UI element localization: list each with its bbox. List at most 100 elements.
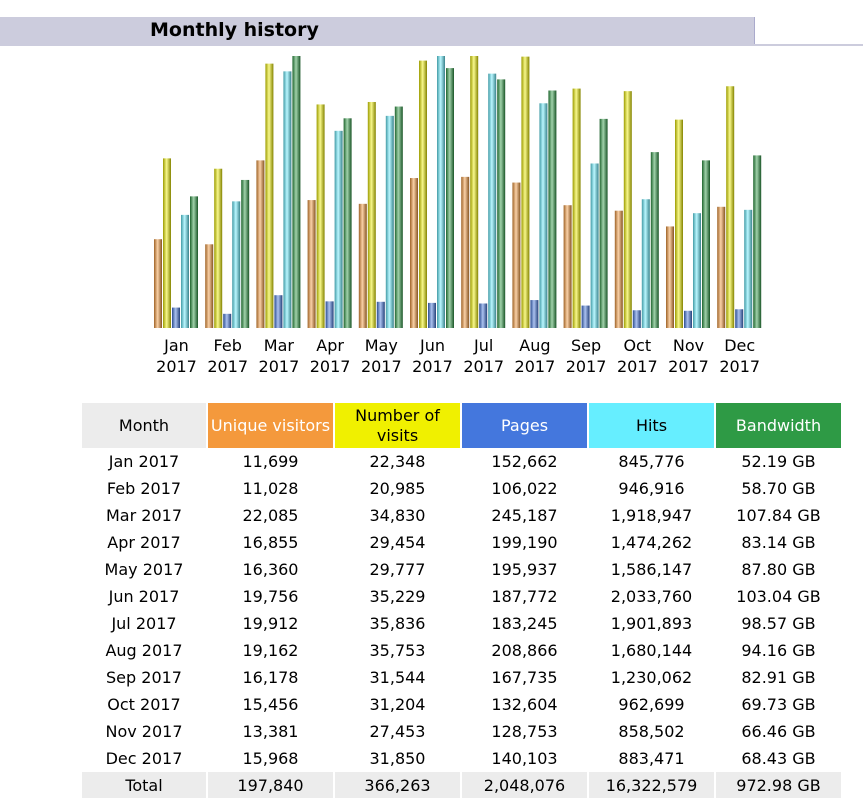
cell-number-of-visits: 31,204 — [369, 695, 426, 714]
bar-number-of-visits-may — [367, 101, 376, 328]
total-month: Total — [82, 772, 206, 798]
bar-bandwidth-jun — [446, 68, 454, 329]
bar-number-of-visits-sep — [572, 88, 581, 329]
bar-pages-may — [376, 301, 385, 328]
x-tick-year: 2017 — [259, 357, 300, 376]
cell-pages: 187,772 — [491, 587, 558, 606]
cell-pages: 140,103 — [491, 749, 558, 768]
cell-month: Dec 2017 — [105, 749, 183, 768]
cell-bandwidth: 83.14 GB — [741, 533, 816, 552]
x-tick-year: 2017 — [668, 357, 709, 376]
bar-pages-sep — [581, 305, 590, 328]
cell-unique-visitors: 19,756 — [242, 587, 299, 606]
bar-hits-aug — [539, 103, 548, 328]
x-tick-month: Sep — [571, 336, 601, 355]
table-header-row: Month Unique visitors Number of visits P… — [82, 403, 841, 448]
bar-bandwidth-sep — [599, 118, 608, 328]
cell-number-of-visits: 27,453 — [369, 722, 426, 741]
bar-pages-mar — [274, 295, 283, 328]
cell-month: May 2017 — [104, 560, 184, 579]
page-title: Monthly history — [150, 19, 319, 41]
bar-bandwidth-jul — [497, 79, 506, 328]
total-bandwidth: 972.98 GB — [716, 772, 841, 798]
bar-hits-may — [385, 115, 394, 328]
x-tick-month: Feb — [214, 336, 242, 355]
table-row: Aug 2017 19,162 35,753 208,866 1,680,144 94.1… — [82, 637, 841, 664]
bar-pages-oct — [632, 310, 641, 328]
table-row: Jun 2017 19,756 35,229 187,772 2,033,760 103.… — [82, 583, 841, 610]
cell-pages: 183,245 — [491, 614, 558, 633]
bar-pages-dec — [735, 309, 744, 328]
x-tick-month: Apr — [316, 336, 344, 355]
table-row: May 2017 16,360 29,777 195,937 1,586,147 87.8… — [82, 556, 841, 583]
cell-unique-visitors: 19,162 — [242, 641, 299, 660]
table-row: Oct 2017 15,456 31,204 132,604 962,699 69.73 … — [82, 691, 841, 718]
total-pages: 2,048,076 — [462, 772, 587, 798]
x-tick-year: 2017 — [463, 357, 504, 376]
bar-unique-visitors-may — [358, 203, 367, 328]
cell-unique-visitors: 15,456 — [242, 695, 299, 714]
header-month: Month — [82, 403, 206, 448]
bar-bandwidth-mar — [292, 56, 301, 328]
total-hits: 16,322,579 — [589, 772, 714, 798]
bar-number-of-visits-apr — [316, 104, 325, 328]
cell-unique-visitors: 19,912 — [242, 614, 299, 633]
bar-number-of-visits-mar — [265, 63, 274, 328]
cell-number-of-visits: 34,830 — [369, 506, 426, 525]
cell-bandwidth: 58.70 GB — [741, 479, 816, 498]
cell-number-of-visits: 31,850 — [369, 749, 426, 768]
table-row: Apr 2017 16,855 29,454 199,190 1,474,262 83.1… — [82, 529, 841, 556]
bar-bandwidth-feb — [241, 179, 250, 328]
cell-pages: 208,866 — [491, 641, 558, 660]
header-number-of-visits: Number of visits — [335, 403, 460, 448]
cell-hits: 2,033,760 — [610, 587, 693, 606]
bar-number-of-visits-aug — [521, 56, 530, 329]
x-tick-year: 2017 — [719, 357, 760, 376]
cell-hits: 1,901,893 — [610, 614, 693, 633]
cell-number-of-visits: 22,348 — [369, 452, 426, 471]
bar-bandwidth-may — [394, 106, 403, 328]
cell-bandwidth: 107.84 GB — [736, 506, 821, 525]
table-row: Mar 2017 22,085 34,830 245,187 1,918,947 107.… — [82, 502, 841, 529]
cell-number-of-visits: 31,544 — [369, 668, 426, 687]
bar-hits-sep — [590, 163, 599, 328]
cell-unique-visitors: 11,028 — [242, 479, 299, 498]
bar-unique-visitors-mar — [256, 160, 265, 328]
table-row: Nov 2017 13,381 27,453 128,753 858,502 66.46 … — [82, 718, 841, 745]
cell-pages: 152,662 — [491, 452, 558, 471]
x-tick-year: 2017 — [310, 357, 351, 376]
bar-unique-visitors-nov — [666, 226, 674, 328]
bar-hits-mar — [283, 71, 292, 328]
cell-month: Feb 2017 — [106, 479, 182, 498]
bar-hits-jul — [488, 73, 497, 328]
cell-unique-visitors: 16,360 — [242, 560, 299, 579]
x-tick-year: 2017 — [412, 357, 453, 376]
x-tick-month: May — [365, 336, 398, 355]
bar-pages-aug — [530, 300, 539, 328]
cell-bandwidth: 87.80 GB — [741, 560, 816, 579]
bar-number-of-visits-jun — [419, 60, 427, 328]
cell-unique-visitors: 15,968 — [242, 749, 299, 768]
x-tick-year: 2017 — [515, 357, 556, 376]
cell-hits: 1,680,144 — [610, 641, 693, 660]
bar-number-of-visits-jan — [163, 158, 171, 328]
cell-hits: 1,918,947 — [610, 506, 693, 525]
table-row: Jul 2017 19,912 35,836 183,245 1,901,893 98.5… — [82, 610, 841, 637]
x-tick-year: 2017 — [156, 357, 197, 376]
header-unique-visitors: Unique visitors — [208, 403, 333, 448]
table-row: Feb 2017 11,028 20,985 106,022 946,916 58.70 … — [82, 475, 841, 502]
table-row: Sep 2017 16,178 31,544 167,735 1,230,062 82.9… — [82, 664, 841, 691]
cell-month: Oct 2017 — [107, 695, 181, 714]
bar-hits-jun — [437, 56, 445, 328]
cell-bandwidth: 82.91 GB — [741, 668, 816, 687]
bar-unique-visitors-oct — [614, 210, 623, 328]
bar-number-of-visits-nov — [675, 119, 683, 328]
bar-unique-visitors-jun — [410, 178, 418, 328]
bar-bandwidth-jan — [190, 196, 198, 328]
monthly-stats-table: Month Unique visitors Number of visits P… — [80, 403, 843, 798]
title-underline — [754, 44, 863, 46]
x-tick-month: Jun — [419, 336, 445, 355]
cell-month: Jan 2017 — [108, 452, 180, 471]
table-row: Jan 2017 11,699 22,348 152,662 845,776 52.19 … — [82, 448, 841, 475]
cell-bandwidth: 94.16 GB — [741, 641, 816, 660]
